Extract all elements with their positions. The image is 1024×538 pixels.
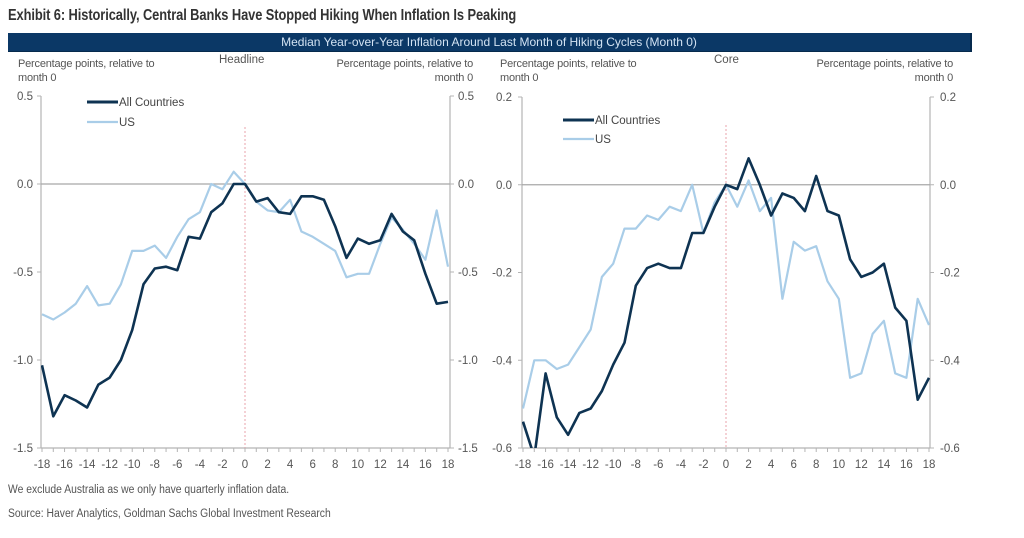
y-tick-label-left: -1.0 <box>13 355 33 367</box>
x-tick-label: 12 <box>855 459 868 471</box>
y-tick-label-left: 0.0 <box>17 179 33 191</box>
x-tick-label: 0 <box>723 459 729 471</box>
legend-label-all-countries: All Countries <box>119 97 184 109</box>
x-tick-label: -6 <box>172 459 182 471</box>
headline-right-axis-label: Percentage points, relative to month 0 <box>336 58 474 84</box>
x-tick-label: 0 <box>242 459 248 471</box>
series-line-all-countries <box>522 157 930 448</box>
y-tick-label-right: -0.2 <box>940 268 960 280</box>
y-tick-label-right: 0.0 <box>940 180 956 192</box>
y-tick-label-left: 0.0 <box>496 180 512 192</box>
x-tick-label: 2 <box>264 459 270 471</box>
x-tick-label: 2 <box>745 459 751 471</box>
chart-core: 0.2 0.20.0 0.0-0.2 -0.2-0.4 -0.4-0.6 -0.6-18-… <box>492 92 960 471</box>
x-tick-label: 14 <box>396 459 409 471</box>
y-tick-label-right: 0.5 <box>458 91 474 103</box>
x-tick-label: 6 <box>309 459 315 471</box>
core-left-axis-label: Percentage points, relative to month 0 <box>500 58 637 84</box>
x-tick-label: 18 <box>442 459 455 471</box>
y-tick-label-left: -0.4 <box>492 355 512 367</box>
legend-label-us: US <box>595 134 611 146</box>
y-tick-label-right: -0.4 <box>940 355 960 367</box>
headline-panel-title: Headline <box>219 54 265 66</box>
y-tick-label-left: -0.6 <box>492 443 512 455</box>
x-tick-label: -8 <box>150 459 160 471</box>
headline-left-axis-label: Percentage points, relative to month 0 <box>18 58 155 84</box>
x-tick-label: 8 <box>332 459 338 471</box>
y-tick-label-right: -1.5 <box>458 443 478 455</box>
x-tick-label: 14 <box>877 459 890 471</box>
x-tick-label: -4 <box>195 459 206 471</box>
y-tick-label-right: 0.0 <box>458 179 474 191</box>
chart-headline: 0.5 0.50.0 0.0-0.5 -0.5-1.0 -1.0-1.5 -1.5-18-… <box>13 91 478 471</box>
x-tick-label: -16 <box>537 459 554 471</box>
x-tick-label: 10 <box>832 459 845 471</box>
y-tick-label-right: -0.5 <box>458 267 478 279</box>
x-tick-label: 16 <box>900 459 913 471</box>
x-tick-label: -14 <box>560 459 577 471</box>
footnote-note: We exclude Australia as we only have qua… <box>8 484 290 496</box>
y-tick-label-left: -1.5 <box>13 443 33 455</box>
core-right-axis-label: Percentage points, relative to month 0 <box>816 58 954 84</box>
y-tick-label-right: -1.0 <box>458 355 478 367</box>
series-line-us <box>41 170 450 321</box>
x-tick-label: -14 <box>79 459 96 471</box>
x-tick-label: -12 <box>582 459 599 471</box>
x-tick-label: -18 <box>34 459 51 471</box>
x-tick-label: -4 <box>676 459 687 471</box>
x-tick-label: 18 <box>923 459 936 471</box>
y-tick-label-left: -0.5 <box>13 267 33 279</box>
x-tick-label: -12 <box>101 459 118 471</box>
x-tick-label: -6 <box>653 459 663 471</box>
x-tick-label: 16 <box>419 459 432 471</box>
x-tick-label: 12 <box>374 459 387 471</box>
y-tick-label-left: 0.5 <box>17 91 33 103</box>
x-tick-label: 10 <box>351 459 364 471</box>
x-tick-label: 4 <box>287 459 294 471</box>
legend-label-all-countries: All Countries <box>595 115 660 127</box>
y-tick-label-right: -0.6 <box>940 443 960 455</box>
x-tick-label: -16 <box>56 459 73 471</box>
x-tick-label: -18 <box>515 459 532 471</box>
x-tick-label: -8 <box>631 459 641 471</box>
legend-label-us: US <box>119 117 135 129</box>
x-tick-label: 8 <box>813 459 819 471</box>
x-tick-label: 6 <box>790 459 796 471</box>
y-tick-label-left: 0.2 <box>496 92 512 104</box>
banner-text: Median Year-over-Year Inflation Around L… <box>281 35 697 49</box>
core-panel-title: Core <box>714 54 739 66</box>
x-tick-label: -2 <box>698 459 708 471</box>
exhibit-title: Exhibit 6: Historically, Central Banks H… <box>8 7 517 24</box>
chart-banner: Median Year-over-Year Inflation Around L… <box>8 33 972 52</box>
y-tick-label-right: 0.2 <box>940 92 956 104</box>
series-line-all-countries <box>41 182 449 418</box>
x-tick-label: -10 <box>124 459 141 471</box>
x-tick-label: -2 <box>217 459 227 471</box>
x-tick-label: 4 <box>768 459 775 471</box>
footnote-source: Source: Haver Analytics, Goldman Sachs G… <box>8 508 331 520</box>
y-tick-label-left: -0.2 <box>492 268 512 280</box>
x-tick-label: -10 <box>605 459 622 471</box>
